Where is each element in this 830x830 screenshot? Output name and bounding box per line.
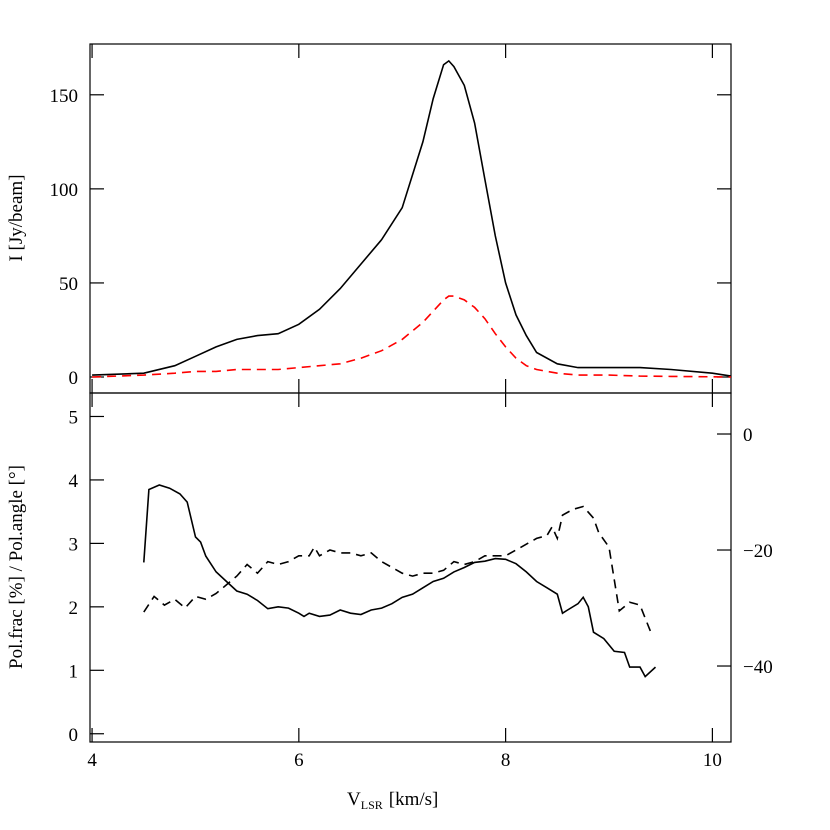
x-title-unit: [km/s] <box>389 789 439 810</box>
y-tick-label: 2 <box>69 598 79 619</box>
x-tick-label: 8 <box>501 750 511 771</box>
data-line <box>143 484 657 678</box>
y-tick-label: 1 <box>69 661 79 682</box>
x-axis-title: VLSR [km/s] <box>347 789 438 812</box>
y-tick-label: 50 <box>59 274 78 295</box>
y2-tick-label: −40 <box>743 657 773 678</box>
plot-frame <box>89 43 732 394</box>
y-tick-label: 0 <box>69 368 79 389</box>
y-tick-label: 100 <box>50 180 79 201</box>
y2-tick-label: −20 <box>743 541 773 562</box>
y-axis-title: Pol.frac [%] / Pol.angle [°] <box>6 465 27 669</box>
data-line <box>143 505 652 632</box>
y-tick-label: 4 <box>69 471 79 492</box>
y-tick-label: 5 <box>69 407 79 428</box>
y-tick-label: 0 <box>69 725 79 746</box>
y2-tick-label: 0 <box>743 425 753 446</box>
x-title-main: V <box>347 789 361 810</box>
y-tick-label: 3 <box>69 534 79 555</box>
data-line <box>92 295 732 378</box>
plot-frame <box>89 392 732 743</box>
x-tick-label: 4 <box>87 750 97 771</box>
y-tick-label: 150 <box>50 86 79 107</box>
x-tick-label: 6 <box>294 750 304 771</box>
x-title-sub: LSR <box>361 798 383 812</box>
data-line <box>92 59 732 377</box>
x-tick-label: 10 <box>703 750 722 771</box>
y-axis-title: I [Jy/beam] <box>6 174 27 261</box>
